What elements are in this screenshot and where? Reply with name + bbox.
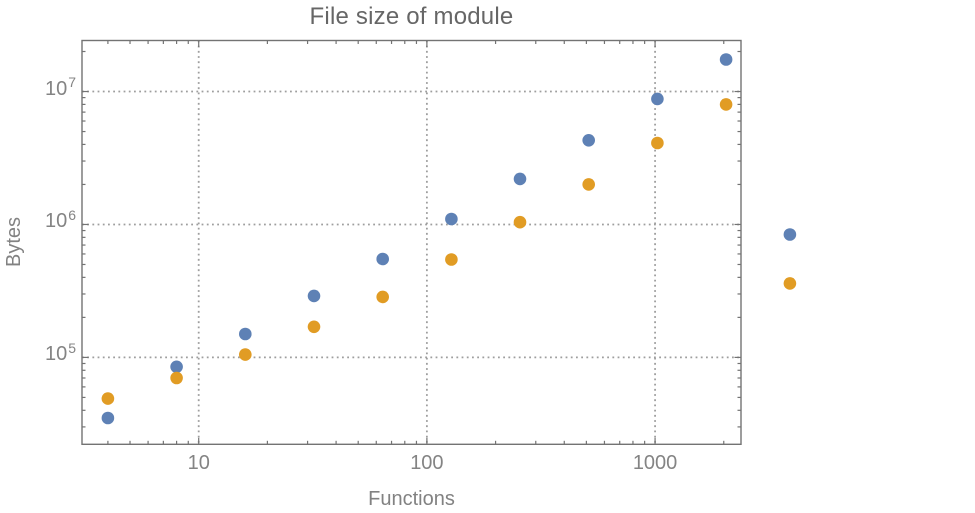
data-point-series-1-blue	[239, 327, 252, 341]
data-point-series-1-blue	[170, 360, 183, 374]
y-tick-label: 105	[44, 339, 76, 366]
x-axis-label: Functions	[368, 488, 455, 510]
x-tick-label: 1000	[632, 452, 678, 475]
data-point-series-2-orange	[582, 178, 595, 191]
data-point-series-2-orange	[513, 215, 527, 229]
data-point-series-1-blue	[582, 134, 595, 147]
data-point-series-2-orange	[101, 392, 115, 405]
data-point-series-2-orange	[170, 371, 183, 385]
data-point-series-1-blue	[445, 212, 458, 226]
y-tick-label: 107	[44, 73, 76, 100]
data-point-series-2-orange	[719, 98, 733, 111]
data-point-series-1-blue	[101, 411, 115, 425]
data-point-series-2-orange	[783, 277, 797, 290]
data-point-series-2-orange	[307, 320, 321, 334]
data-point-series-2-orange	[651, 136, 664, 150]
data-point-series-1-blue	[513, 172, 527, 186]
data-point-series-1-blue	[307, 289, 321, 303]
data-point-series-1-blue	[376, 252, 390, 266]
data-point-series-2-orange	[376, 290, 390, 304]
data-point-series-1-blue	[783, 228, 797, 241]
chart-title: File size of module	[309, 3, 514, 30]
data-point-series-2-orange	[445, 253, 458, 266]
data-point-series-1-blue	[719, 53, 733, 66]
y-tick-label: 106	[44, 206, 76, 233]
x-tick-label: 10	[187, 452, 210, 475]
plot-frame	[81, 39, 742, 445]
y-axis-label: Bytes	[3, 216, 25, 268]
x-tick-label: 100	[410, 452, 444, 475]
data-point-series-1-blue	[651, 92, 664, 106]
data-point-series-2-orange	[239, 348, 252, 361]
